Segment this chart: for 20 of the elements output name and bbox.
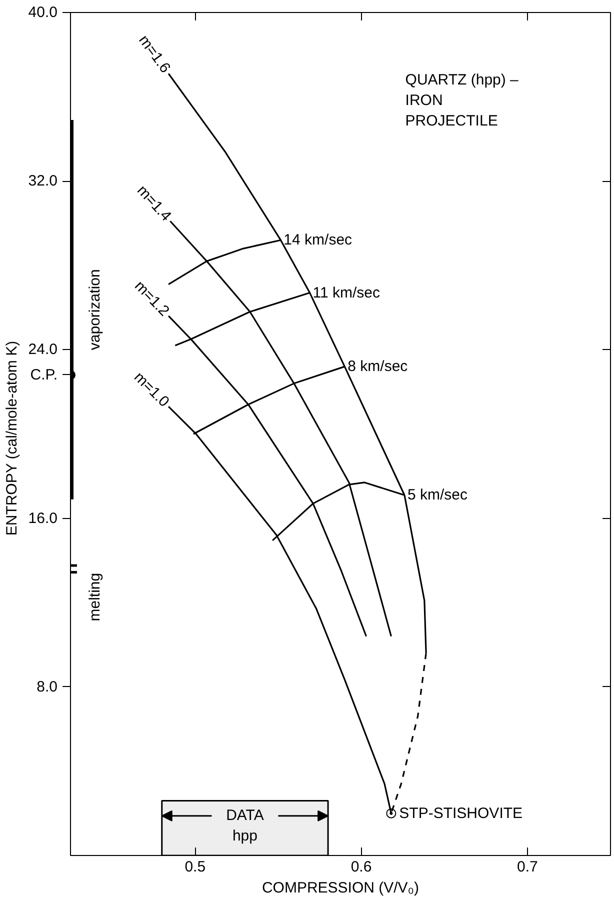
series-label: 5 km/sec xyxy=(407,486,468,504)
text: vaporization xyxy=(86,269,104,350)
x-tick-label: 0.5 xyxy=(184,858,206,876)
y-tick-label: 16.0 xyxy=(28,510,58,527)
x-tick-label: 0.7 xyxy=(516,858,538,876)
series-label: 14 km/sec xyxy=(284,232,353,249)
y-axis-title: ENTROPY (cal/mole-atom K) xyxy=(3,340,20,536)
x-axis-title: COMPRESSION (V/V₀) xyxy=(262,880,420,896)
series-label: 11 km/sec xyxy=(312,284,381,302)
ref-line-label: melting xyxy=(86,572,104,622)
series-label: 8 km/sec xyxy=(348,358,408,376)
x-tick-label: 0.6 xyxy=(350,858,372,876)
y-tick-label: 8.0 xyxy=(36,678,58,696)
legend-label: C.P. xyxy=(30,366,58,384)
y-tick-label: 32.0 xyxy=(28,172,58,190)
text: QUARTZ (hpp) – IRON PROJECTILE xyxy=(405,72,520,130)
annotation: STP-STISHOVITE xyxy=(399,804,523,822)
band-label: DATA hpp xyxy=(226,806,264,844)
y-tick-label: 24.0 xyxy=(28,341,58,358)
y-tick-label: 40.0 xyxy=(28,4,58,21)
